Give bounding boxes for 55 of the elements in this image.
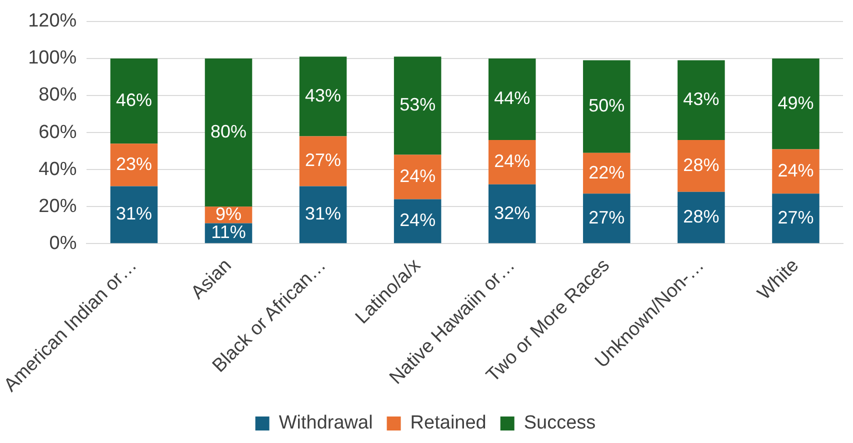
legend-label: Success <box>524 412 596 434</box>
bar <box>678 140 725 192</box>
bar <box>299 56 347 136</box>
data-label: 23% <box>116 154 152 174</box>
bar <box>772 194 820 244</box>
data-label: 27% <box>305 150 342 170</box>
bar <box>110 58 158 144</box>
bar <box>394 199 442 244</box>
y-tick-label: 80% <box>38 84 77 106</box>
data-label: 24% <box>778 160 814 180</box>
data-label: 43% <box>683 89 720 110</box>
y-tick-label: 100% <box>28 48 77 69</box>
data-label: 43% <box>305 85 342 106</box>
y-tick-label: 60% <box>38 122 77 143</box>
data-label: 24% <box>494 151 530 172</box>
bar <box>583 194 630 244</box>
bar <box>299 186 347 244</box>
data-label: 50% <box>588 96 625 116</box>
y-tick-label: 0% <box>49 232 77 254</box>
data-label: 31% <box>305 204 342 224</box>
bar <box>678 60 725 140</box>
bar <box>488 184 536 244</box>
bar <box>110 186 158 244</box>
data-label: 46% <box>116 90 152 110</box>
bar <box>583 152 630 194</box>
data-label: 27% <box>778 207 814 228</box>
y-tick-label: 120% <box>28 10 77 32</box>
data-label: 53% <box>400 94 436 115</box>
bar <box>772 149 820 194</box>
legend-label: Retained <box>410 412 486 434</box>
data-label: 80% <box>210 122 247 142</box>
bar <box>583 60 630 153</box>
data-label: 11% <box>211 222 246 242</box>
bar <box>299 136 347 186</box>
data-label: 24% <box>400 166 436 186</box>
bar <box>772 58 820 150</box>
bar <box>394 56 442 155</box>
data-label: 31% <box>116 204 152 224</box>
data-label: 27% <box>588 207 625 228</box>
legend-label: Withdrawal <box>278 412 373 434</box>
data-label: 9% <box>216 204 242 224</box>
data-label: 28% <box>683 154 720 175</box>
y-tick-label: 40% <box>38 158 77 180</box>
bar <box>488 140 536 184</box>
data-label: 32% <box>494 202 530 223</box>
data-label: 28% <box>683 206 720 226</box>
data-label: 24% <box>400 210 436 230</box>
bar <box>204 58 252 207</box>
bar <box>110 144 158 186</box>
y-tick-label: 20% <box>38 196 77 217</box>
data-label: 49% <box>778 92 814 113</box>
bar <box>488 58 536 140</box>
data-label: 22% <box>588 162 625 182</box>
data-label: 44% <box>494 88 530 108</box>
bar <box>678 192 725 244</box>
